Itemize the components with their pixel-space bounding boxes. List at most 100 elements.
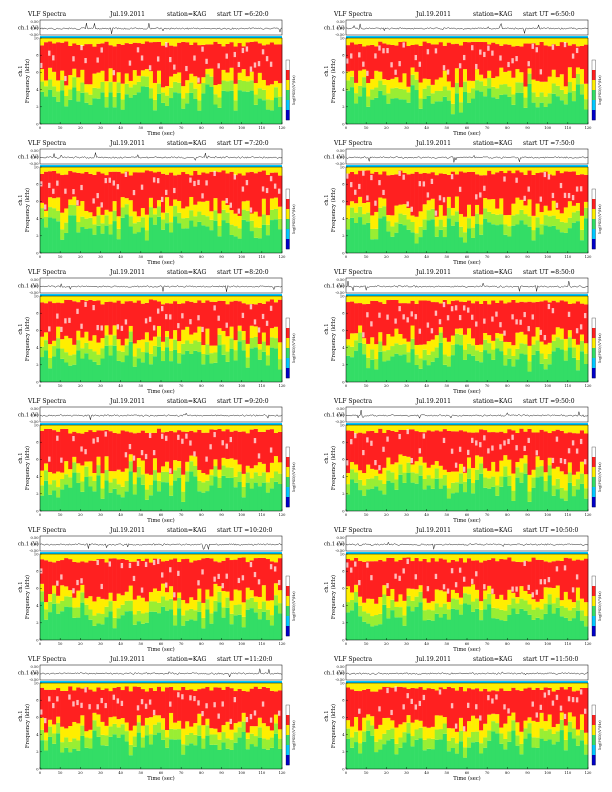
spectrogram-cell bbox=[491, 618, 496, 640]
spectrogram-cell bbox=[225, 222, 230, 253]
spectrogram-cell bbox=[555, 218, 561, 230]
spectrogram-cell bbox=[563, 458, 567, 465]
spectrogram-cell bbox=[124, 167, 130, 172]
spectrogram-cell bbox=[402, 425, 407, 431]
spectrogram-cell bbox=[156, 38, 162, 42]
spectrogram-cell bbox=[68, 590, 73, 597]
spectrogram-cell bbox=[438, 195, 442, 201]
waveform-tick-label: 0.00 bbox=[336, 543, 345, 547]
colorbar-segment bbox=[286, 576, 290, 587]
spectrogram-cell bbox=[249, 41, 255, 72]
spectrogram-cell bbox=[112, 425, 117, 433]
spectrogram-cell bbox=[555, 347, 561, 382]
spectrogram-cell bbox=[462, 683, 468, 692]
panel-svg: VLF Spectra Jul.19.2011 station=KAG start U… bbox=[324, 140, 602, 266]
spectrogram-cell bbox=[169, 567, 172, 573]
spectrogram-cell bbox=[177, 363, 182, 382]
y-tick-label: 6 bbox=[36, 329, 39, 333]
spectrogram-cell bbox=[193, 723, 198, 735]
spectrogram-cell bbox=[567, 620, 573, 640]
spectrogram-cell bbox=[346, 58, 349, 64]
spectrogram-cell bbox=[446, 90, 452, 101]
spectrogram-cell bbox=[269, 730, 275, 738]
spectrogram-cell bbox=[92, 554, 97, 561]
spectrogram-cell bbox=[48, 612, 53, 640]
spectrogram-cell bbox=[547, 38, 552, 47]
x-axis-title: Time (sec) bbox=[453, 388, 480, 395]
spectrogram-cell bbox=[531, 469, 536, 478]
spectrogram-cell bbox=[156, 301, 162, 326]
spectrogram-cell bbox=[487, 211, 492, 223]
spectrogram-cell bbox=[515, 296, 520, 303]
spectrogram-cell bbox=[579, 687, 585, 715]
spectrogram-cell bbox=[346, 339, 351, 346]
spectrogram-cell bbox=[128, 755, 134, 769]
spectrogram-cell bbox=[116, 167, 121, 172]
spectrogram-cell bbox=[92, 480, 97, 492]
spectrogram-cell bbox=[535, 425, 540, 433]
spectrogram-cell bbox=[165, 461, 170, 472]
y-tick-label: 0 bbox=[36, 509, 39, 513]
spectrogram-cell bbox=[414, 574, 417, 580]
spectrogram-cell bbox=[221, 344, 226, 355]
spectrogram-cell bbox=[217, 213, 222, 226]
spectrogram-cell bbox=[249, 733, 255, 745]
spectrogram-cell bbox=[519, 38, 524, 47]
spectrogram-cell bbox=[128, 444, 132, 450]
colorbar-segment bbox=[286, 338, 290, 349]
spectrogram-cell bbox=[394, 606, 399, 618]
spectrogram-cell bbox=[205, 344, 210, 355]
spectrogram-cell bbox=[479, 601, 484, 610]
chart-title: VLF Spectra bbox=[27, 527, 67, 534]
spectrogram-cell bbox=[104, 599, 109, 607]
spectrogram-cell bbox=[398, 213, 403, 224]
spectrogram-cell bbox=[116, 554, 121, 560]
spectrogram-cell bbox=[56, 42, 61, 81]
spectrogram-cell bbox=[471, 731, 476, 743]
spectrogram-cell bbox=[414, 554, 419, 558]
spectrogram-cell bbox=[483, 477, 488, 488]
spectrogram-cell bbox=[515, 477, 520, 511]
spectrogram-cell bbox=[462, 81, 468, 92]
spectrogram-cell bbox=[386, 80, 391, 94]
spectrogram-cell bbox=[358, 85, 363, 97]
spectrogram-cell bbox=[205, 38, 210, 45]
spectrogram-cell bbox=[233, 487, 238, 511]
spectrogram-cell bbox=[551, 613, 557, 640]
spectrogram-cell bbox=[225, 198, 228, 204]
y-tick-label: 10 bbox=[34, 165, 39, 169]
spectrogram-cell bbox=[535, 477, 540, 511]
spectrogram-cell bbox=[197, 700, 200, 706]
spectrogram-cell bbox=[414, 739, 419, 769]
spectrogram-cell bbox=[495, 225, 500, 253]
spectrogram-cell bbox=[531, 344, 536, 355]
spectrogram-cell bbox=[350, 53, 353, 59]
spectrogram-cell bbox=[442, 86, 448, 97]
spectrogram-cell bbox=[346, 473, 351, 485]
spectrogram-cell bbox=[48, 689, 53, 720]
spectrogram-cell bbox=[583, 708, 587, 714]
spectrogram-cell bbox=[60, 70, 65, 81]
spectrogram-cell bbox=[434, 38, 440, 45]
spectrogram-cell bbox=[422, 204, 427, 220]
spectrogram-cell bbox=[418, 167, 423, 174]
y-tick-label: 0 bbox=[342, 251, 345, 255]
spectrogram-cell bbox=[467, 102, 472, 124]
spectrogram-cell bbox=[531, 477, 536, 488]
spectrogram-cell bbox=[245, 180, 249, 186]
x-axis-title: Time (sec) bbox=[453, 130, 480, 137]
spectrogram-cell bbox=[100, 338, 105, 349]
spectrogram-cell bbox=[237, 554, 242, 558]
spectrogram-cell bbox=[402, 296, 407, 304]
spectrogram-cell bbox=[193, 180, 196, 187]
spectrogram-cell bbox=[169, 559, 174, 587]
spectrogram-cell bbox=[386, 296, 391, 301]
spectrogram-cell bbox=[116, 360, 121, 382]
spectrogram-cell bbox=[201, 345, 206, 354]
spectrogram-cell bbox=[237, 301, 242, 326]
spectrogram-cell bbox=[277, 738, 283, 749]
spectrogram-cell bbox=[418, 683, 423, 688]
spectrogram-cell bbox=[410, 173, 415, 216]
spectrogram-cell bbox=[104, 81, 109, 97]
spectrogram-cell bbox=[213, 459, 218, 467]
